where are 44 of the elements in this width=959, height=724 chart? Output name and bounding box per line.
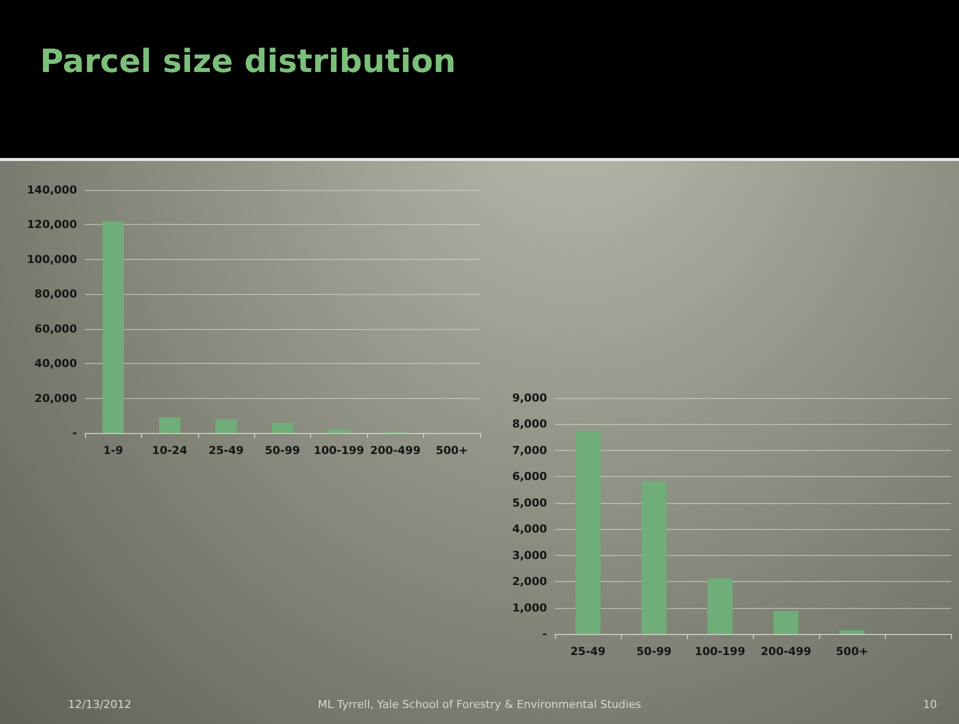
y-tick-label: 140,000 [26,184,78,196]
text: ML Tyrrell, Yale School of Forestry & Environmental Studies [318,698,642,711]
x-tick-label: 50-99 [264,444,300,457]
y-tick-label: 7,000 [512,444,548,457]
bar [272,422,294,433]
y-tick-label: 2,000 [512,575,548,588]
y-tick-label: 8,000 [512,418,548,431]
y-tick-label: 5,000 [512,496,548,510]
x-tick-label: 10-24 [152,444,188,457]
bar [773,610,799,634]
x-tick-label: 100-199 [314,444,364,457]
x-tick-label: 25-49 [208,444,244,457]
text: 10 [923,698,937,711]
x-tick-label: 50-99 [636,645,672,658]
y-tick-label: 1,000 [512,601,548,614]
x-tick-label: 25-49 [570,645,606,658]
y-tick-label: 6,000 [512,470,548,484]
bar [641,481,667,634]
bar [215,419,237,433]
y-tick-label: - [72,426,77,440]
chart-title: Parcel size distribution [40,42,456,80]
bar [575,430,601,634]
y-tick-label: 20,000 [34,392,78,405]
y-tick-label: - [542,628,547,640]
y-tick-label: 120,000 [26,218,78,232]
y-tick-label: 60,000 [34,322,78,336]
bar [707,578,733,634]
x-tick-label: 100-199 [694,645,746,658]
x-tick-label: 200-499 [760,645,812,658]
y-tick-label: 4,000 [512,522,548,536]
y-tick-label: 80,000 [34,288,78,301]
bar [328,430,350,433]
bar [158,417,180,433]
y-tick-label: 100,000 [26,252,78,266]
text: 12/13/2012 [68,698,132,711]
x-tick-label: 500+ [436,444,468,457]
y-tick-label: 40,000 [34,357,78,370]
x-tick-label: 500+ [836,645,868,658]
bar [102,221,124,433]
y-tick-label: 9,000 [512,392,548,404]
x-tick-label: 200-499 [370,444,421,457]
y-tick-label: 3,000 [512,548,548,562]
x-tick-label: 1-9 [103,444,124,457]
bar [839,630,865,634]
